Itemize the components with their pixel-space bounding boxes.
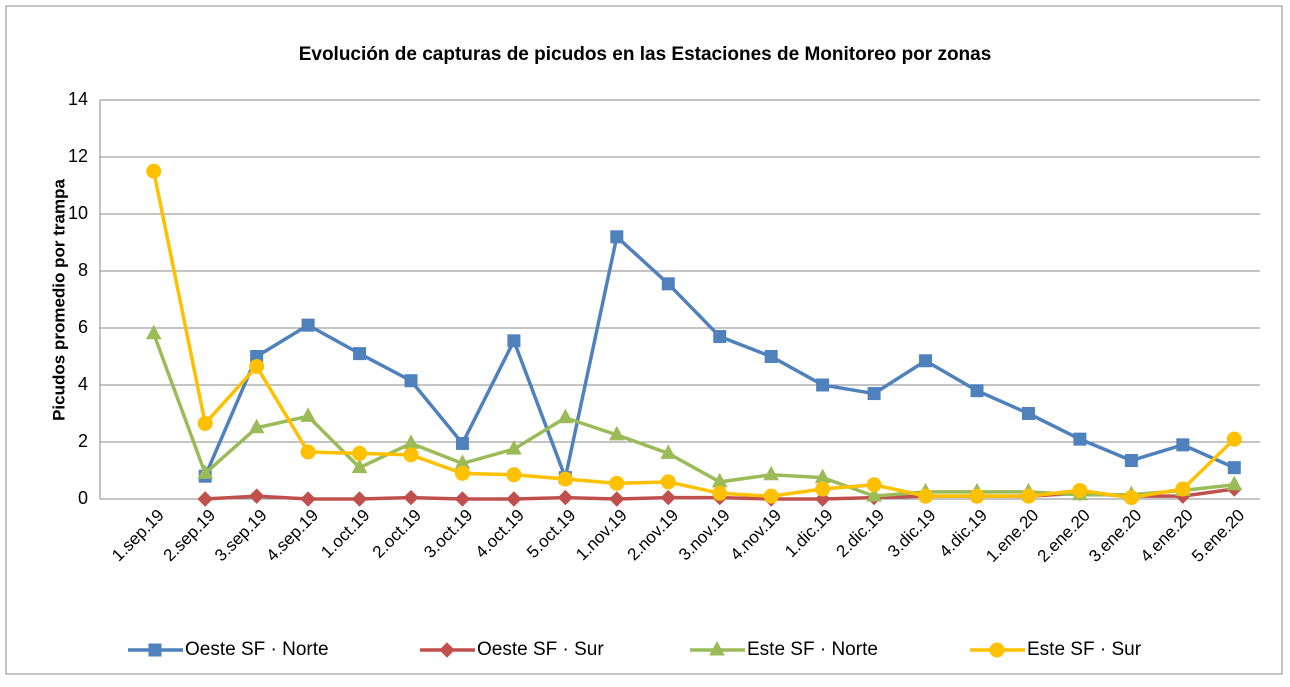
marker xyxy=(610,230,624,244)
marker xyxy=(1073,432,1087,446)
y-tick-label: 14 xyxy=(68,89,88,109)
marker xyxy=(866,477,882,493)
marker xyxy=(713,330,727,344)
marker xyxy=(763,465,780,481)
marker xyxy=(660,474,676,490)
marker xyxy=(146,163,162,179)
marker xyxy=(403,447,419,463)
marker xyxy=(609,491,625,507)
y-tick-label: 8 xyxy=(78,260,88,280)
legend-marker xyxy=(148,643,162,657)
marker xyxy=(1175,481,1191,497)
marker xyxy=(301,318,315,332)
marker xyxy=(609,475,625,491)
marker xyxy=(197,464,214,479)
marker xyxy=(300,491,316,507)
marker xyxy=(867,387,881,401)
legend-marker xyxy=(989,642,1005,658)
y-tick-label: 10 xyxy=(68,203,88,223)
marker xyxy=(557,471,573,487)
series-line xyxy=(152,170,1236,500)
marker xyxy=(454,491,471,507)
marker xyxy=(506,491,522,507)
marker xyxy=(248,488,265,504)
marker xyxy=(660,489,676,506)
marker xyxy=(351,458,368,474)
marker xyxy=(404,374,418,388)
marker xyxy=(249,358,265,374)
marker xyxy=(351,491,368,507)
marker xyxy=(1227,461,1241,475)
marker xyxy=(815,481,831,497)
marker xyxy=(1226,475,1243,491)
chart-title: Evolución de capturas de picudos en las … xyxy=(299,44,992,65)
y-axis-label: Picudos promedio por trampa xyxy=(49,179,68,421)
legend-label: Oeste SF · Sur xyxy=(477,639,604,660)
marker xyxy=(145,324,162,340)
marker xyxy=(764,350,778,363)
marker xyxy=(300,407,316,422)
y-tick-label: 2 xyxy=(78,431,88,451)
marker xyxy=(660,444,677,459)
marker xyxy=(661,277,675,291)
marker xyxy=(353,347,367,361)
marker xyxy=(454,465,470,481)
y-tick-label: 6 xyxy=(78,317,88,337)
marker xyxy=(300,444,316,460)
legend-marker xyxy=(439,642,455,658)
marker xyxy=(1176,438,1190,452)
y-tick-label: 0 xyxy=(78,488,88,508)
marker xyxy=(403,489,419,506)
y-tick-label: 4 xyxy=(78,374,88,394)
marker xyxy=(197,491,213,507)
marker xyxy=(352,445,368,461)
legend-marker xyxy=(709,640,725,656)
marker xyxy=(816,378,830,392)
marker xyxy=(1226,431,1242,447)
marker xyxy=(507,334,521,348)
marker xyxy=(918,488,934,504)
legend-label: Oeste SF · Norte xyxy=(185,639,329,660)
marker xyxy=(455,436,469,450)
marker xyxy=(557,489,574,506)
marker xyxy=(1123,490,1139,506)
marker xyxy=(1124,454,1138,468)
marker xyxy=(557,408,574,424)
marker xyxy=(919,354,933,368)
marker xyxy=(1020,488,1036,504)
marker xyxy=(1021,407,1035,420)
marker xyxy=(969,488,985,504)
marker xyxy=(712,485,728,501)
marker xyxy=(763,488,779,504)
marker xyxy=(197,415,213,431)
legend-label: Este SF · Sur xyxy=(1027,639,1142,660)
marker xyxy=(506,467,522,483)
marker xyxy=(506,440,522,455)
y-tick-label: 12 xyxy=(68,146,88,166)
marker xyxy=(248,418,265,434)
marker xyxy=(1072,482,1088,498)
marker xyxy=(608,425,625,441)
legend-label: Este SF · Norte xyxy=(747,639,878,660)
marker xyxy=(866,487,882,502)
chart-frame xyxy=(5,5,1283,675)
marker xyxy=(970,384,984,398)
